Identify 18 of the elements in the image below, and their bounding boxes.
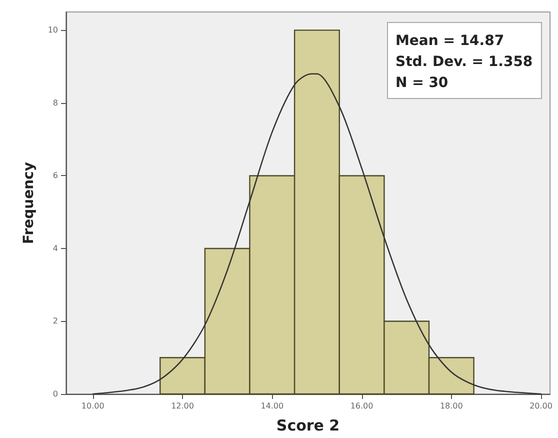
x-tick-label: 16.00 — [350, 402, 374, 410]
y-tick-label: 10 — [48, 26, 58, 35]
annotation: Std. Dev. = 1.358 — [396, 54, 533, 70]
x-tick-label: 18.00 — [440, 402, 463, 410]
y-tick-label: 8 — [52, 98, 58, 108]
x-tick-label: 12.00 — [171, 402, 194, 410]
y-tick-label: 2 — [52, 316, 58, 326]
y-tick-label: 6 — [52, 171, 58, 180]
y-axis-title: Frequency — [21, 162, 37, 244]
annotation: N = 30 — [396, 75, 448, 91]
x-tick-label: 20.00 — [530, 402, 552, 410]
line-series — [92, 73, 542, 395]
annotation: Mean = 14.87 — [396, 33, 504, 49]
x-tick-label: 10.00 — [81, 402, 104, 410]
y-tick-label: 4 — [52, 244, 58, 253]
y-tick-label: 0 — [52, 390, 58, 398]
x-axis-title: Score 2 — [276, 416, 340, 434]
x-tick-label: 14.00 — [260, 402, 284, 410]
